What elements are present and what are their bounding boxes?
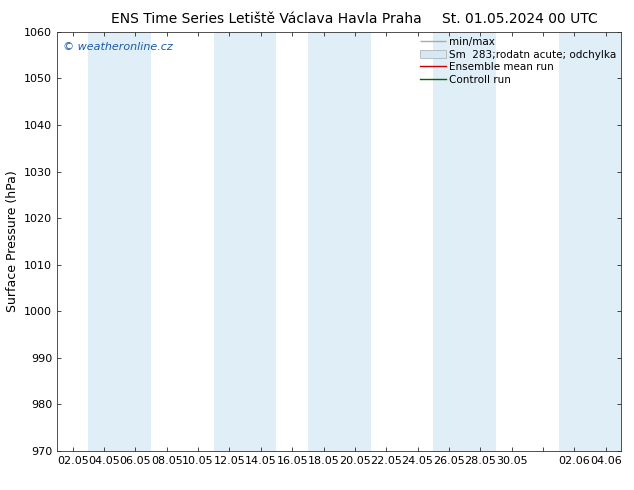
Text: ENS Time Series Letiště Václava Havla Praha: ENS Time Series Letiště Václava Havla Pr… <box>111 12 422 26</box>
Bar <box>308 32 370 451</box>
Y-axis label: Surface Pressure (hPa): Surface Pressure (hPa) <box>6 171 18 312</box>
Text: © weatheronline.cz: © weatheronline.cz <box>63 42 172 52</box>
Bar <box>559 32 621 451</box>
Bar <box>433 32 496 451</box>
Bar <box>214 32 276 451</box>
Text: St. 01.05.2024 00 UTC: St. 01.05.2024 00 UTC <box>442 12 598 26</box>
Bar <box>88 32 151 451</box>
Legend: min/max, Sm  283;rodatn acute; odchylka, Ensemble mean run, Controll run: min/max, Sm 283;rodatn acute; odchylka, … <box>417 34 619 88</box>
